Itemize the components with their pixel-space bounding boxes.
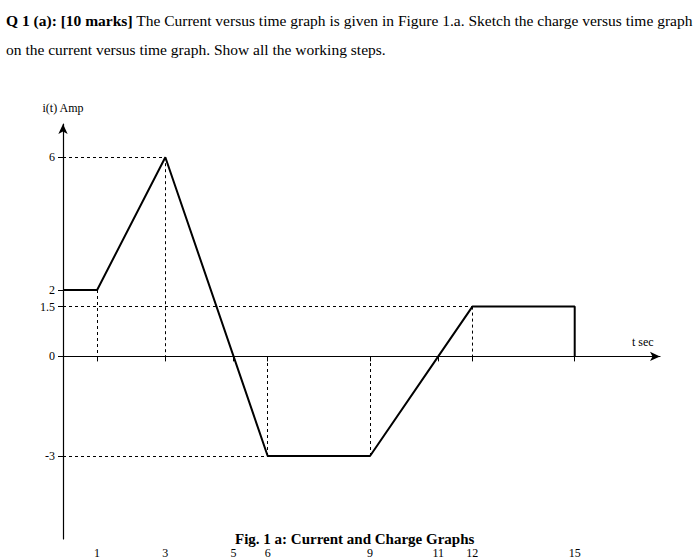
svg-text:0: 0 [49,349,55,363]
svg-text:i(t) Amp: i(t) Amp [43,101,84,115]
svg-text:t sec: t sec [632,335,654,349]
svg-text:1.5: 1.5 [40,300,55,314]
svg-text:12: 12 [466,546,478,559]
svg-text:2: 2 [49,283,55,297]
svg-text:Fig. 1 a: Current and Charge G: Fig. 1 a: Current and Charge Graphs [235,531,474,547]
svg-text:9: 9 [367,546,373,559]
svg-text:1: 1 [94,546,100,559]
svg-text:6: 6 [49,150,55,164]
html-text:Q 1 (a): [10 marks] The Curren: Q 1 (a): [10 marks] The Current versus t… [6,12,693,58]
svg-text:6: 6 [265,546,271,559]
svg-text:11: 11 [432,546,444,559]
svg-text:15: 15 [569,546,581,559]
svg-text:3: 3 [162,546,168,559]
svg-text:5: 5 [231,546,237,559]
svg-text:-3: -3 [45,449,55,463]
